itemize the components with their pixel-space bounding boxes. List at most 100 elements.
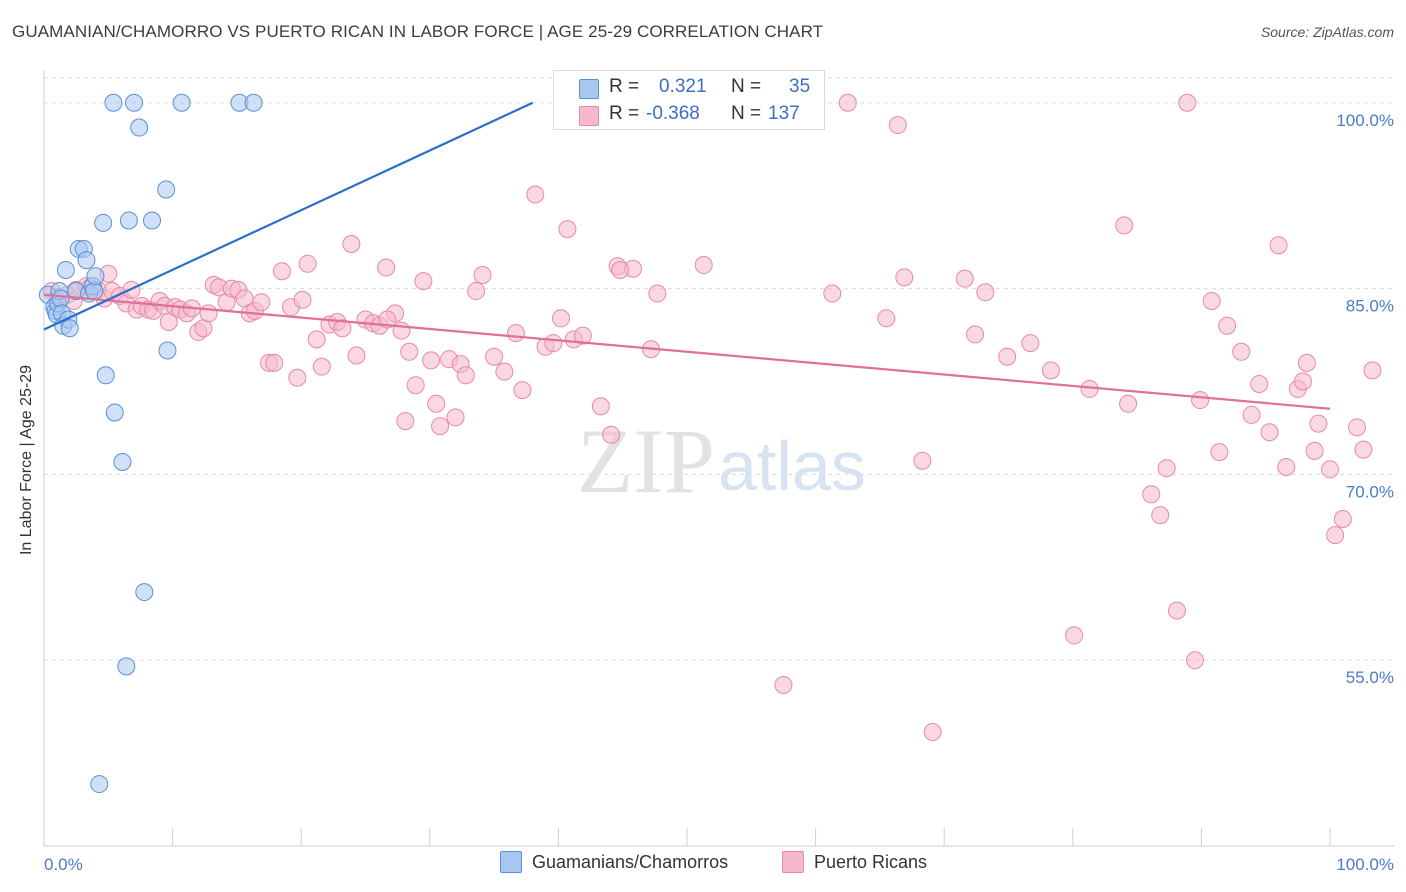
puerto-rican-point <box>1297 353 1316 372</box>
correlation-stats-box: R = 0.321 N = 35 R = -0.368 N = 137 <box>553 70 825 130</box>
guamanian-point <box>113 453 132 471</box>
puerto-rican-point <box>526 185 545 204</box>
x-axis-ticks <box>43 828 1331 846</box>
puerto-rican-point <box>506 324 525 343</box>
guamanian-point <box>130 118 149 137</box>
y-tick-label: 100.0% <box>1336 111 1394 130</box>
legend-item-puerto-rican: Puerto Ricans <box>782 851 927 877</box>
puerto-rican-point <box>888 116 907 135</box>
x-tick-label-min: 0.0% <box>44 855 83 874</box>
puerto-rican-point <box>694 256 713 275</box>
n-value: 137 <box>768 103 800 124</box>
puerto-rican-point <box>252 293 271 312</box>
y-tick-labels: 100.0% 85.0% 70.0% 55.0% <box>1336 111 1394 687</box>
puerto-rican-point <box>406 376 425 395</box>
guamanian-point <box>117 657 136 676</box>
puerto-rican-point <box>1041 361 1060 380</box>
puerto-rican-point <box>976 283 995 302</box>
watermark-atlas: atlas <box>718 427 866 505</box>
puerto-rican-point <box>422 351 441 370</box>
puerto-rican-point <box>648 284 667 303</box>
puerto-rican-point <box>923 723 942 742</box>
puerto-rican-point <box>265 353 284 372</box>
chart-title: GUAMANIAN/CHAMORRO VS PUERTO RICAN IN LA… <box>12 22 824 41</box>
puerto-rican-point <box>414 272 433 291</box>
puerto-rican-point <box>495 362 514 381</box>
puerto-rican-point <box>513 381 532 400</box>
n-label: N = <box>731 76 762 97</box>
puerto-rican-point <box>1119 394 1138 413</box>
guamanian-point <box>172 93 191 112</box>
puerto-rican-point <box>400 342 419 361</box>
puerto-rican-point <box>1021 334 1040 353</box>
puerto-rican-point <box>573 326 592 345</box>
puerto-rican-point <box>485 347 504 366</box>
guamanian-points <box>38 93 263 794</box>
puerto-rican-point <box>1210 443 1229 462</box>
guamanian-point <box>143 211 162 230</box>
puerto-rican-point <box>427 394 446 413</box>
puerto-rican-point <box>1277 457 1296 476</box>
puerto-rican-point <box>1157 459 1176 478</box>
puerto-rican-point <box>551 309 570 328</box>
puerto-rican-point <box>1250 374 1269 393</box>
puerto-rican-point <box>1260 423 1279 442</box>
guamanian-point <box>244 93 263 112</box>
guamanian-point <box>94 213 113 232</box>
puerto-rican-point <box>823 284 842 303</box>
guamanian-point <box>104 93 123 112</box>
guamanian-point <box>60 319 79 338</box>
puerto-rican-point <box>467 282 486 301</box>
puerto-rican-point <box>1065 626 1084 645</box>
y-tick-label: 55.0% <box>1346 668 1394 687</box>
puerto-rican-point <box>611 261 630 279</box>
puerto-rican-point <box>446 408 465 427</box>
puerto-rican-point <box>1354 440 1373 459</box>
puerto-rican-point <box>774 675 793 694</box>
puerto-rican-point <box>396 412 415 431</box>
puerto-rican-point <box>288 368 307 387</box>
guamanian-point <box>56 261 75 279</box>
puerto-rican-point <box>1167 601 1186 620</box>
puerto-rican-point <box>473 265 492 284</box>
legend-swatch-pink <box>782 851 804 874</box>
r-value: -0.368 <box>646 103 700 124</box>
puerto-rican-point <box>293 290 312 309</box>
guamanian-point <box>105 403 124 422</box>
guamanian-point <box>85 282 104 301</box>
puerto-rican-point <box>456 366 475 385</box>
puerto-rican-point <box>377 258 396 277</box>
puerto-rican-point <box>307 330 326 349</box>
puerto-rican-point <box>877 309 896 328</box>
puerto-rican-point <box>1178 93 1197 112</box>
guamanian-point <box>90 775 109 794</box>
puerto-rican-point <box>1333 509 1352 528</box>
legend-label: Guamanians/Chamorros <box>532 851 729 872</box>
guamanian-point <box>77 251 96 270</box>
puerto-rican-point <box>1242 405 1261 424</box>
puerto-rican-point <box>1218 316 1237 335</box>
puerto-rican-point <box>838 93 857 112</box>
guamanian-point <box>158 341 177 360</box>
puerto-rican-point <box>1348 418 1367 437</box>
guamanian-trendline <box>43 101 534 331</box>
guamanian-point <box>51 289 70 308</box>
r-label: R = <box>609 103 640 124</box>
puerto-rican-point <box>333 319 352 338</box>
guamanian-point <box>157 180 176 199</box>
puerto-rican-point <box>913 451 932 470</box>
guamanian-point <box>86 267 105 286</box>
n-label: N = <box>731 103 762 124</box>
puerto-rican-point <box>1293 372 1312 391</box>
puerto-rican-point <box>895 268 914 287</box>
puerto-rican-point <box>998 347 1017 366</box>
puerto-rican-point <box>199 304 218 323</box>
puerto-rican-swatch <box>579 106 599 126</box>
puerto-rican-point <box>1309 414 1328 433</box>
guamanian-swatch <box>579 79 599 99</box>
puerto-rican-trendline <box>43 293 1331 410</box>
gridlines <box>44 77 1394 661</box>
puerto-rican-point <box>1151 506 1170 525</box>
puerto-rican-point <box>1115 216 1134 235</box>
